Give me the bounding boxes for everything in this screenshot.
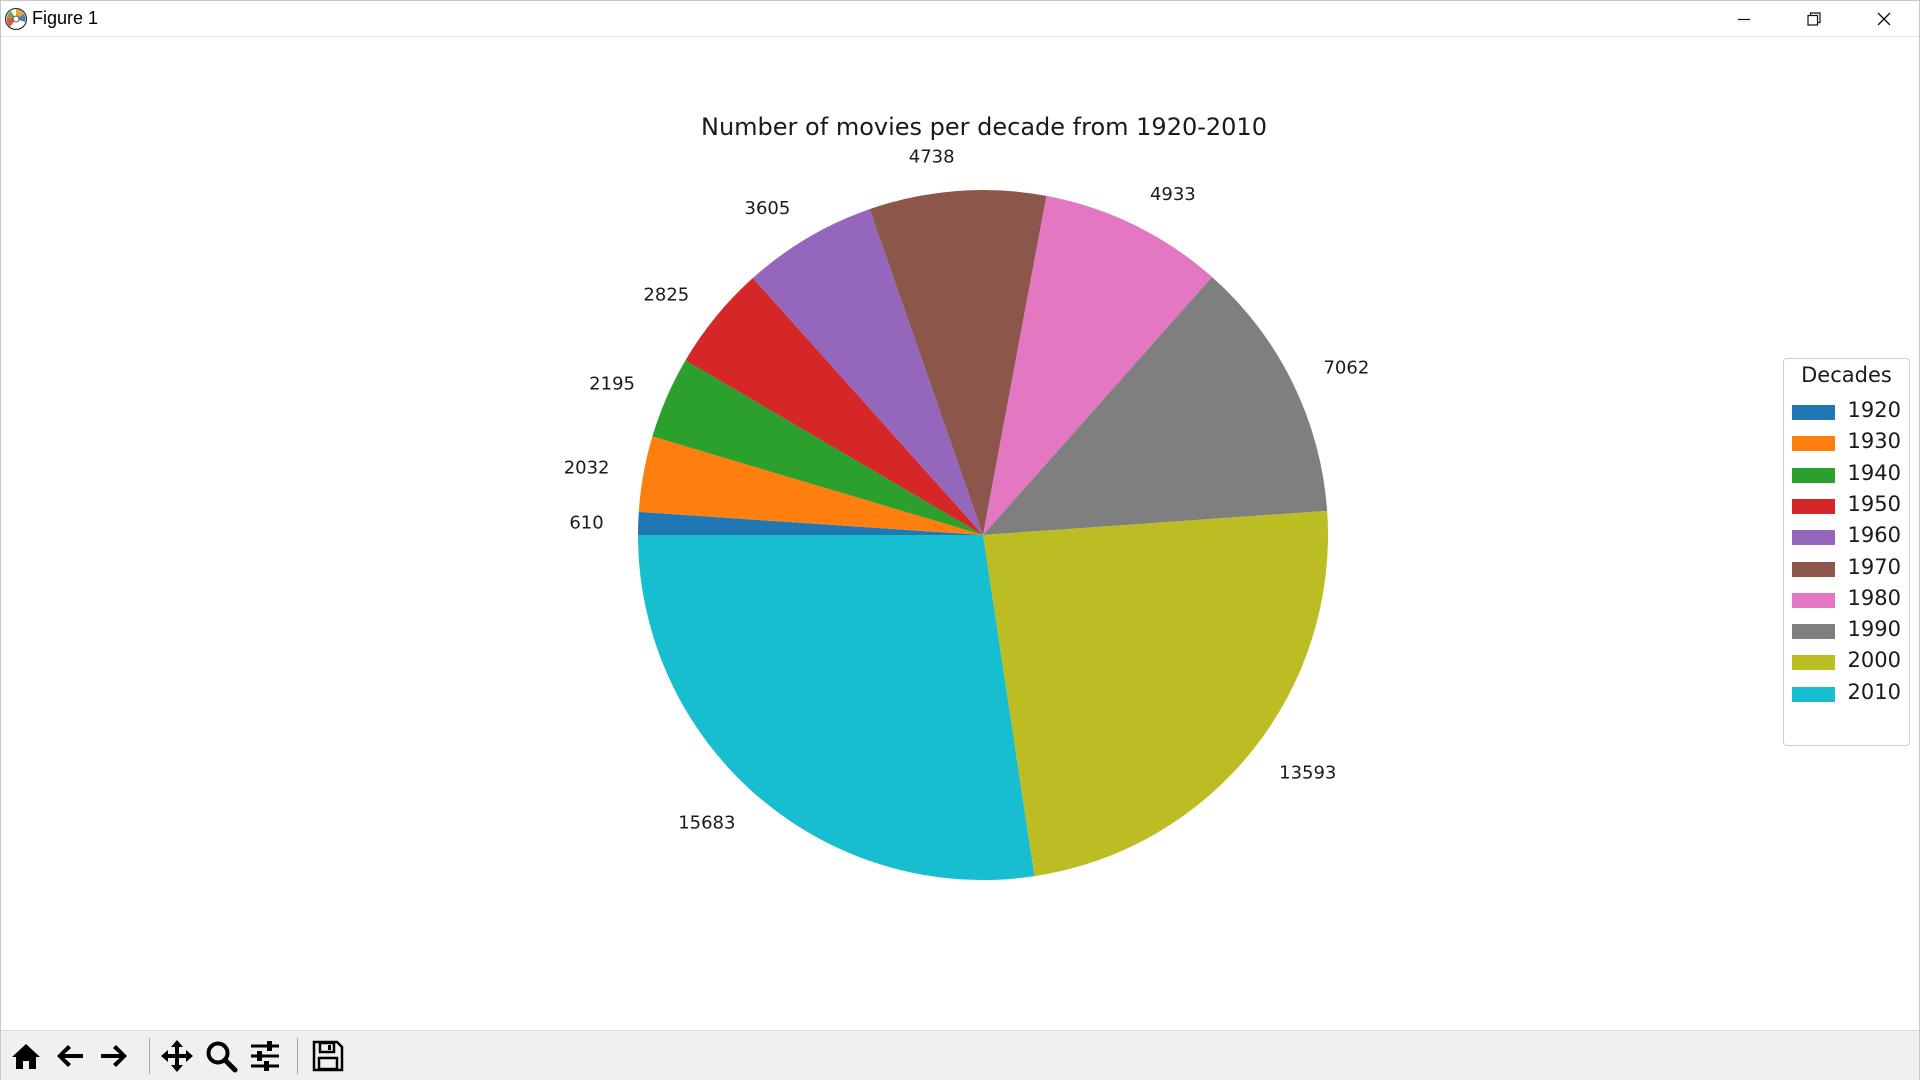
home-icon xyxy=(12,1044,40,1069)
pie-slices xyxy=(638,190,1328,880)
configure-subplots-icon xyxy=(251,1041,279,1071)
pie-slice-1930 xyxy=(638,436,983,535)
pie-value-label-2000: 13593 xyxy=(1279,762,1336,783)
pie-value-label-1930: 2032 xyxy=(564,458,610,479)
pan-icon xyxy=(161,1040,193,1072)
pie-slice-2000 xyxy=(983,510,1328,877)
pie-value-label-1920: 610 xyxy=(569,512,603,533)
chart-title: Number of movies per decade from 1920-20… xyxy=(701,113,1267,141)
pie-value-label-2010: 15683 xyxy=(678,813,735,834)
legend-title: Decades xyxy=(1801,363,1892,387)
forward-arrow-icon xyxy=(101,1045,127,1067)
toolbar-separator xyxy=(297,1038,298,1074)
pie-slice-1920 xyxy=(638,511,983,535)
legend-item-2000: 2000 xyxy=(1784,646,1909,676)
close-button[interactable] xyxy=(1849,1,1919,36)
legend: Decades 1920 1930 1940 1950 1960 1970 1980 1990… xyxy=(1783,358,1910,746)
pie-value-label-1950: 2825 xyxy=(643,285,689,306)
close-icon xyxy=(1877,12,1891,25)
legend-label: 2010 xyxy=(1847,679,1901,704)
pie-slice-1980 xyxy=(983,195,1213,536)
pie-value-label-1960: 3605 xyxy=(745,198,791,219)
pie-chart: Number of movies per decade from 1920-20… xyxy=(564,113,1370,880)
pie-value-label-1990: 7062 xyxy=(1323,357,1369,378)
pie-slice-2010 xyxy=(638,535,1035,880)
legend-label: 1940 xyxy=(1847,460,1901,485)
zoom-icon xyxy=(206,1041,238,1073)
pie-slice-1970 xyxy=(869,190,1047,535)
minimize-button[interactable] xyxy=(1709,1,1779,36)
pie-value-label-1980: 4933 xyxy=(1150,184,1196,205)
pie-value-labels: 610 2032 2195 2825 3605 4738 4933 7062 13593 1568… xyxy=(564,147,1370,834)
legend-item-1970: 1970 xyxy=(1784,553,1909,583)
home-button[interactable] xyxy=(7,1037,45,1075)
legend-label: 1970 xyxy=(1847,554,1901,579)
figure-canvas: Number of movies per decade from 1920-20… xyxy=(1,37,1919,1029)
save-button[interactable] xyxy=(309,1037,347,1075)
legend-item-1960: 1960 xyxy=(1784,521,1909,551)
zoom-button[interactable] xyxy=(202,1037,240,1075)
legend-label: 1960 xyxy=(1847,523,1901,548)
legend-label: 1930 xyxy=(1847,429,1901,454)
legend-item-1990: 1990 xyxy=(1784,615,1909,645)
legend-swatch xyxy=(1792,592,1835,608)
title-bar: Figure 1 xyxy=(1,1,1919,37)
legend-swatch xyxy=(1792,498,1835,514)
restore-button[interactable] xyxy=(1779,1,1849,36)
legend-label: 1920 xyxy=(1847,398,1901,422)
back-arrow-icon xyxy=(57,1045,83,1067)
pie-value-label-1940: 2195 xyxy=(589,374,635,395)
save-icon xyxy=(312,1040,344,1072)
pie-slice-1990 xyxy=(983,277,1328,535)
toolbar-separator xyxy=(149,1038,150,1074)
legend-item-1920: 1920 xyxy=(1784,396,1909,426)
legend-item-2010: 2010 xyxy=(1784,678,1909,708)
legend-item-1950: 1950 xyxy=(1784,490,1909,520)
restore-icon xyxy=(1807,11,1821,26)
legend-swatch xyxy=(1792,405,1835,420)
legend-item-1930: 1930 xyxy=(1784,427,1909,457)
legend-item-1980: 1980 xyxy=(1784,584,1909,614)
window-title: Figure 1 xyxy=(32,8,99,28)
pie-slice-1950 xyxy=(685,277,983,535)
pie-slice-1960 xyxy=(752,209,983,535)
legend-swatch xyxy=(1792,467,1835,483)
configure-subplots-button[interactable] xyxy=(246,1037,284,1075)
pie-slice-1940 xyxy=(652,360,983,535)
legend-label: 2000 xyxy=(1847,648,1901,673)
pie-value-label-1970: 4738 xyxy=(909,147,955,168)
legend-swatch xyxy=(1792,436,1835,452)
forward-button[interactable] xyxy=(95,1037,133,1075)
legend-swatch xyxy=(1792,686,1835,702)
matplotlib-logo-icon xyxy=(4,7,28,31)
legend-swatch xyxy=(1792,530,1835,546)
legend-swatch xyxy=(1792,655,1835,671)
legend-label: 1980 xyxy=(1847,585,1901,610)
legend-swatch xyxy=(1792,561,1835,577)
minimize-icon xyxy=(1738,18,1750,20)
legend-label: 1990 xyxy=(1847,617,1901,642)
legend-swatch xyxy=(1792,624,1835,640)
navigation-toolbar xyxy=(1,1030,1919,1080)
pan-button[interactable] xyxy=(158,1037,196,1075)
back-button[interactable] xyxy=(51,1037,89,1075)
legend-label: 1950 xyxy=(1847,491,1901,516)
legend-item-1940: 1940 xyxy=(1784,459,1909,489)
